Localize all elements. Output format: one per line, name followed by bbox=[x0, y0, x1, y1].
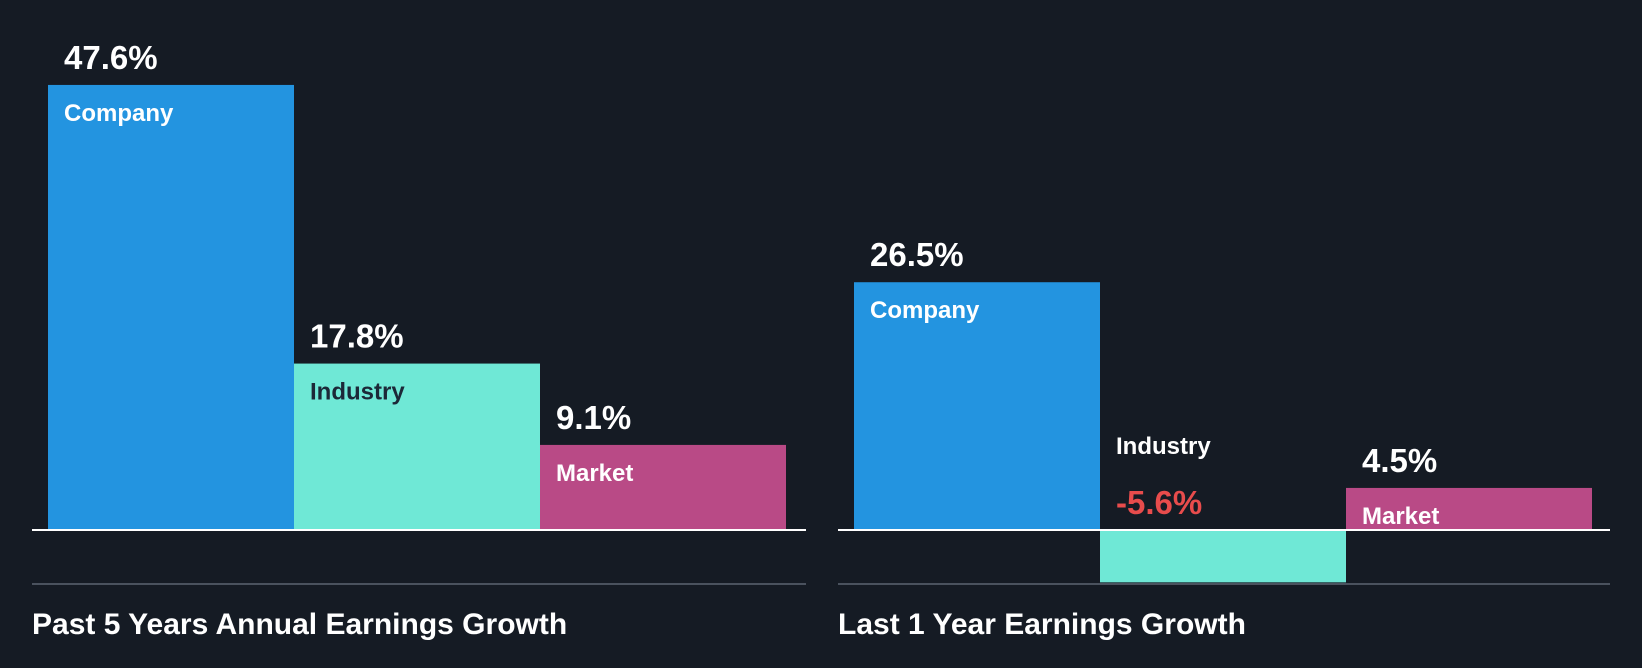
bar-industry-2 bbox=[1100, 530, 1346, 583]
bar-industry-1 bbox=[294, 363, 540, 530]
value-label-company-2: 26.5% bbox=[870, 236, 964, 273]
value-label-company-1: 47.6% bbox=[64, 39, 158, 76]
category-label-industry-2: Industry bbox=[1116, 433, 1211, 460]
category-label-company-2: Company bbox=[870, 297, 980, 324]
chart-title-2: Last 1 Year Earnings Growth bbox=[838, 608, 1246, 641]
value-label-market-2: 4.5% bbox=[1362, 442, 1437, 479]
bar-company-1 bbox=[48, 84, 294, 530]
value-label-industry-1: 17.8% bbox=[310, 318, 404, 355]
category-label-market-1: Market bbox=[556, 460, 633, 487]
category-label-industry-1: Industry bbox=[310, 379, 405, 406]
category-label-market-2: Market bbox=[1362, 503, 1439, 530]
bar-market-2 bbox=[1346, 487, 1592, 530]
category-label-company-1: Company bbox=[64, 100, 174, 127]
bar-market-1 bbox=[540, 444, 786, 530]
bar-company-2 bbox=[854, 282, 1100, 530]
chart-title-1: Past 5 Years Annual Earnings Growth bbox=[32, 608, 567, 641]
value-label-industry-2: -5.6% bbox=[1116, 484, 1202, 521]
value-label-market-1: 9.1% bbox=[556, 399, 631, 436]
